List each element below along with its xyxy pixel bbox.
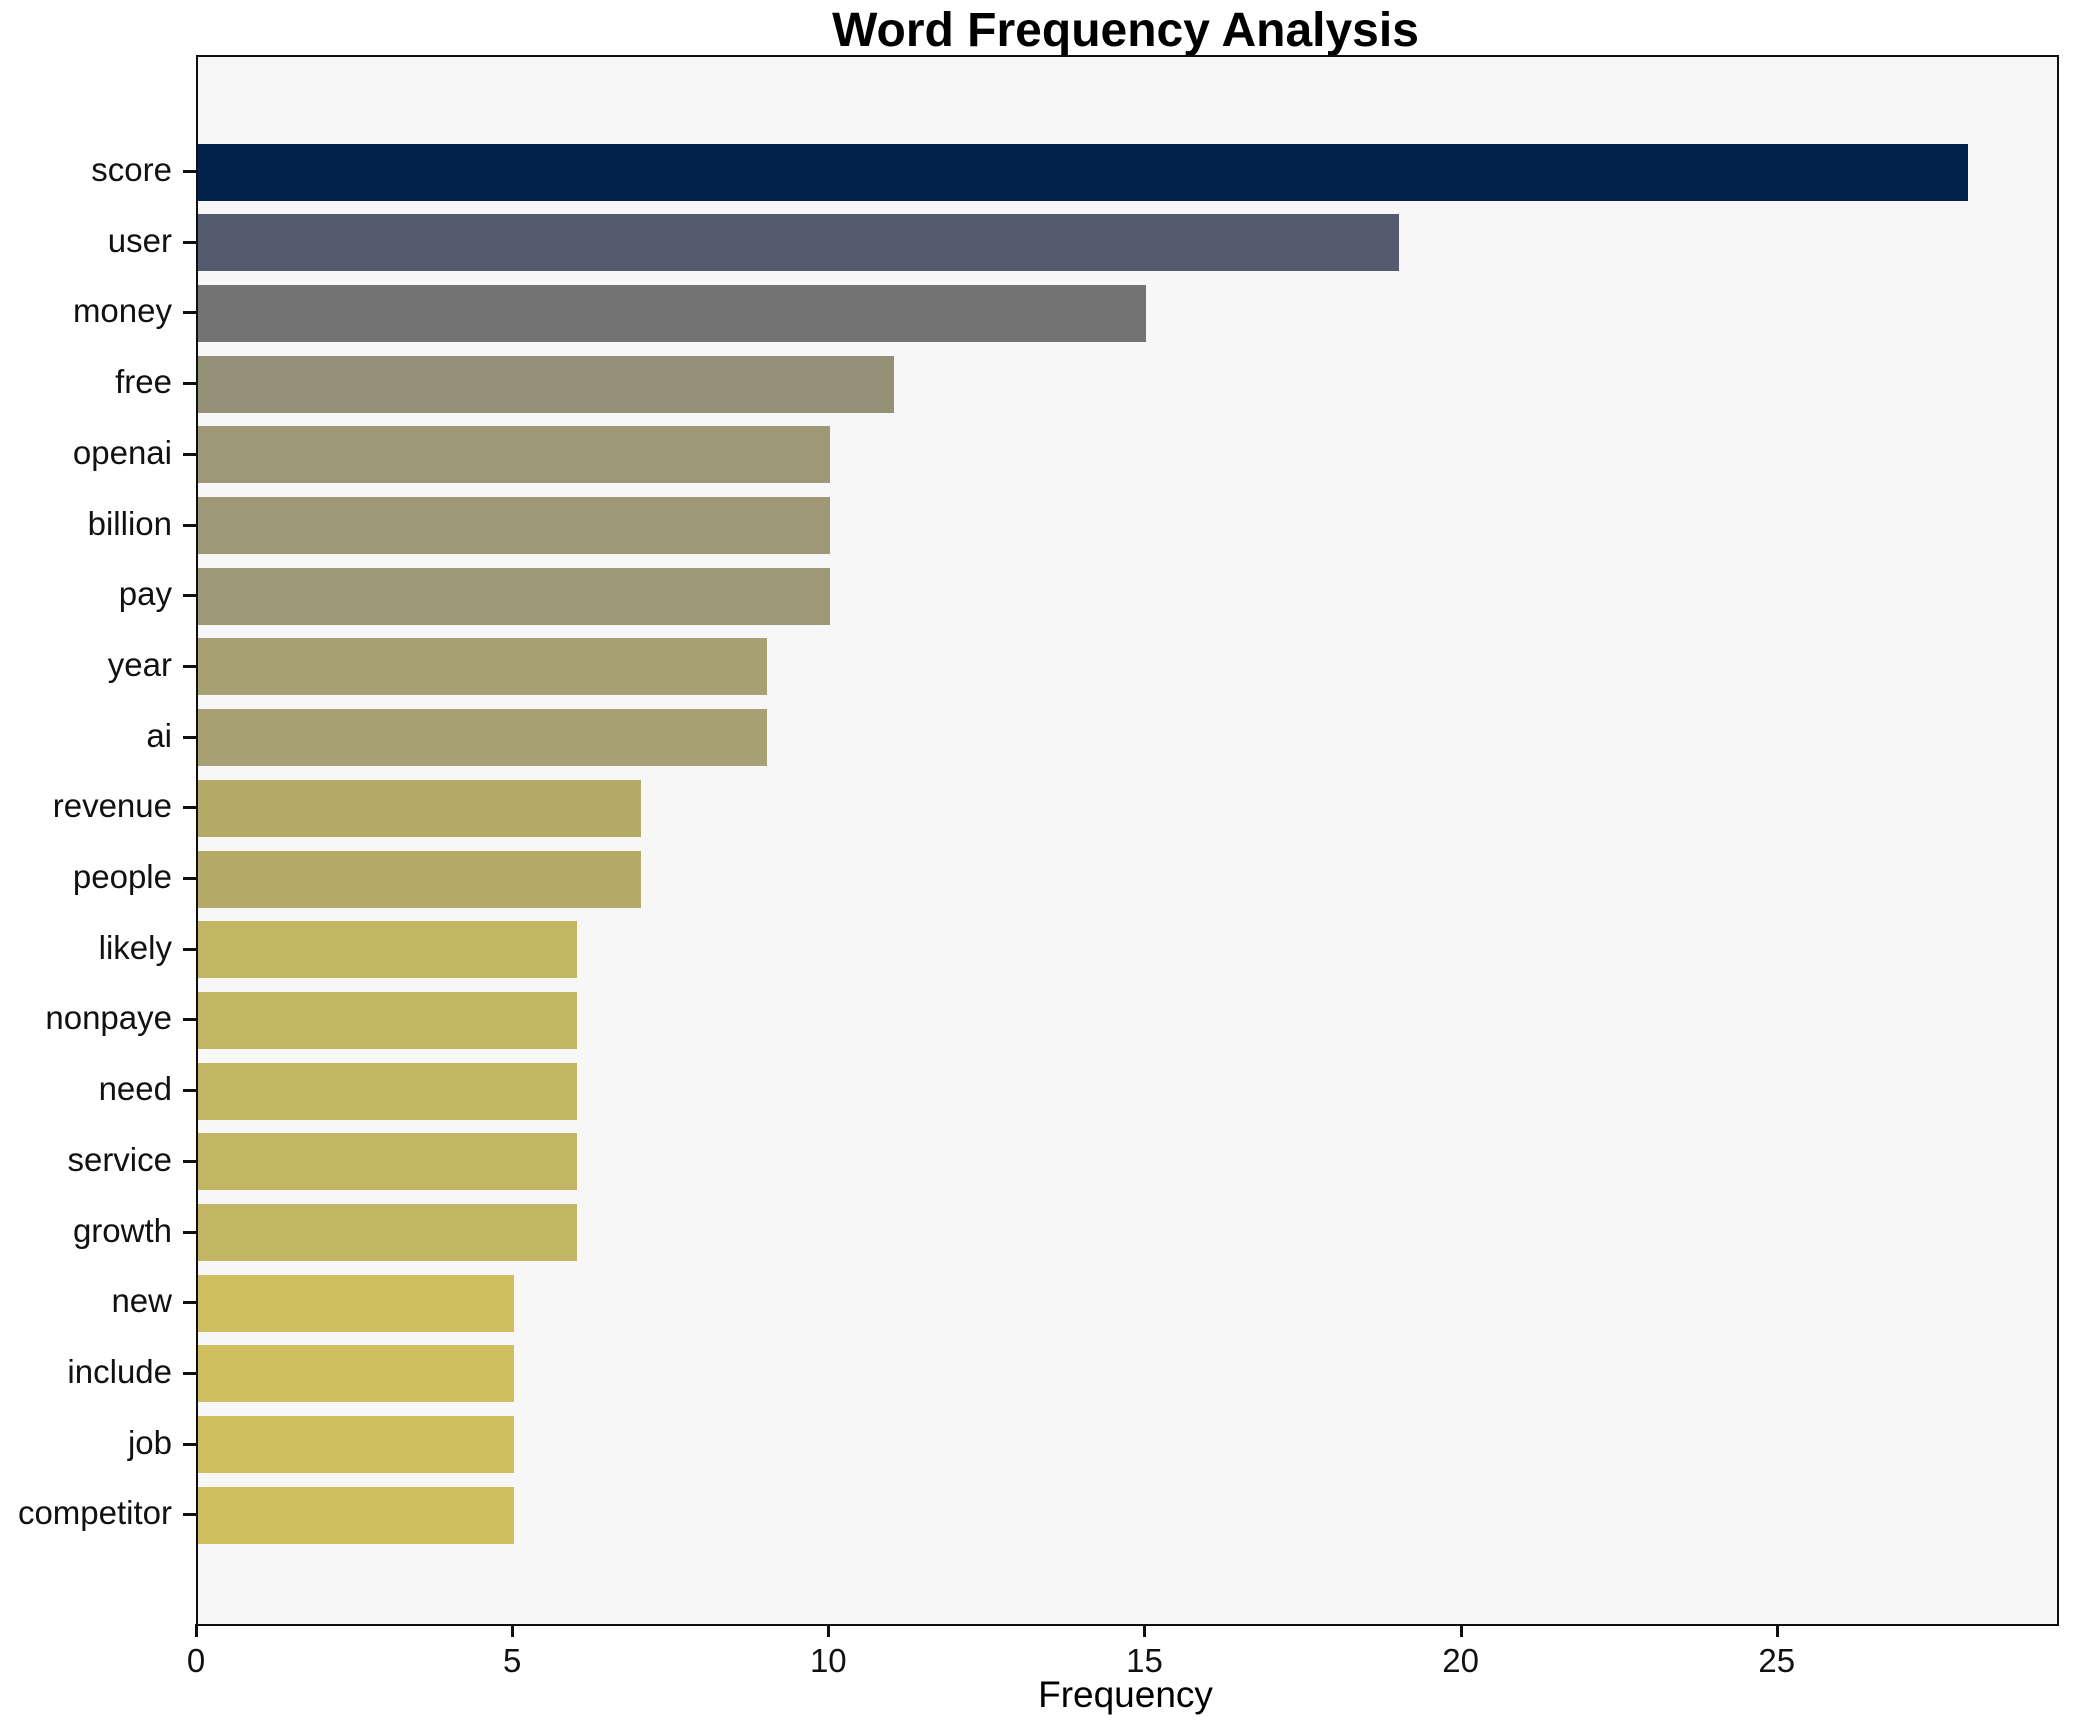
bar-billion	[198, 497, 831, 554]
chart-title: Word Frequency Analysis	[832, 4, 1419, 57]
y-tick-label-openai: openai	[72, 433, 172, 471]
y-tick-label-billion: billion	[87, 504, 172, 542]
x-tick-mark-0	[195, 1624, 198, 1637]
bar-money	[198, 284, 1147, 342]
y-tick-mark-people	[183, 877, 196, 880]
x-tick-label-20: 20	[1442, 1642, 1479, 1679]
y-tick-label-job: job	[127, 1423, 172, 1461]
bar-service	[198, 1133, 578, 1191]
y-tick-mark-user	[183, 240, 196, 244]
y-tick-mark-competitor	[183, 1513, 196, 1517]
y-tick-mark-money	[183, 311, 196, 315]
bar-score	[198, 143, 1969, 201]
y-tick-label-new: new	[111, 1282, 172, 1320]
y-tick-mark-growth	[183, 1230, 196, 1234]
y-tick-mark-billion	[183, 523, 196, 527]
bar-year	[198, 638, 768, 696]
x-tick-label-5: 5	[502, 1642, 522, 1679]
bar-include	[198, 1345, 515, 1403]
bar-growth	[198, 1204, 578, 1261]
bar-job	[198, 1416, 515, 1474]
x-tick-label-25: 25	[1758, 1642, 1796, 1679]
y-tick-label-score: score	[91, 151, 172, 188]
bar-user	[198, 214, 1400, 272]
y-tick-label-ai: ai	[146, 716, 172, 754]
y-tick-label-pay: pay	[118, 575, 172, 613]
y-tick-label-include: include	[67, 1352, 172, 1390]
x-tick-mark-10	[827, 1624, 831, 1637]
y-tick-mark-need	[183, 1089, 196, 1093]
y-tick-label-year: year	[107, 645, 172, 683]
y-tick-mark-include	[183, 1371, 196, 1375]
bar-people	[198, 850, 641, 908]
y-tick-mark-new	[183, 1301, 196, 1305]
bar-new	[198, 1274, 515, 1332]
bar-need	[198, 1062, 578, 1120]
bar-free	[198, 355, 894, 413]
bar-likely	[198, 921, 578, 979]
bar-ai	[198, 709, 768, 767]
y-tick-mark-ai	[183, 735, 196, 739]
x-tick-mark-25	[1775, 1624, 1779, 1637]
y-tick-mark-year	[183, 664, 196, 668]
plot-area	[196, 55, 2059, 1626]
y-tick-label-user: user	[107, 221, 172, 259]
x-tick-label-0: 0	[186, 1642, 206, 1679]
y-tick-mark-job	[183, 1442, 196, 1446]
y-tick-mark-service	[183, 1159, 196, 1163]
y-tick-label-growth: growth	[72, 1211, 172, 1249]
bar-pay	[198, 567, 831, 625]
bar-openai	[198, 426, 831, 484]
x-tick-label-10: 10	[809, 1642, 847, 1679]
x-tick-label-15: 15	[1126, 1642, 1163, 1679]
y-tick-label-competitor: competitor	[17, 1494, 172, 1532]
y-tick-label-service: service	[67, 1140, 172, 1178]
y-tick-label-likely: likely	[98, 928, 172, 966]
y-tick-label-revenue: revenue	[52, 787, 172, 825]
y-tick-mark-nonpaye	[183, 1018, 196, 1022]
y-tick-mark-free	[183, 382, 196, 386]
x-tick-mark-5	[511, 1624, 515, 1637]
y-tick-label-nonpaye: nonpaye	[45, 999, 172, 1037]
y-tick-label-money: money	[72, 292, 172, 330]
x-tick-mark-15	[1143, 1624, 1147, 1637]
bar-revenue	[198, 779, 641, 837]
x-axis-label: Frequency	[1038, 1674, 1213, 1715]
y-tick-mark-score	[183, 170, 196, 173]
y-tick-mark-openai	[183, 452, 196, 456]
y-tick-label-people: people	[72, 858, 172, 895]
bar-competitor	[198, 1486, 515, 1544]
x-tick-mark-20	[1459, 1624, 1463, 1637]
y-tick-label-free: free	[115, 363, 172, 401]
y-tick-mark-revenue	[183, 806, 196, 810]
y-tick-mark-likely	[183, 947, 196, 951]
y-tick-mark-pay	[183, 594, 196, 598]
bar-nonpaye	[198, 991, 578, 1049]
y-tick-label-need: need	[98, 1070, 172, 1108]
